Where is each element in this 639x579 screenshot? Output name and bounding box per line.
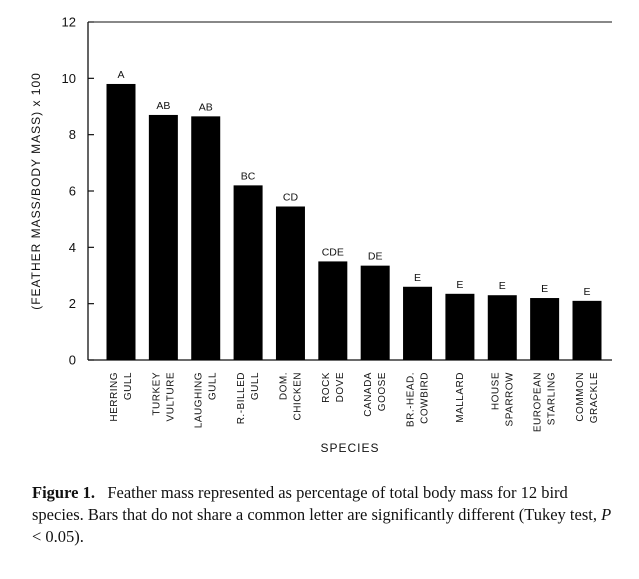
x-category-label: MALLARD bbox=[455, 372, 466, 423]
significance-letter: E bbox=[541, 283, 548, 295]
x-category-label: DOVE bbox=[335, 372, 346, 402]
y-tick-label: 4 bbox=[69, 240, 76, 255]
significance-letter: DE bbox=[368, 251, 383, 263]
x-category-label: GOOSE bbox=[377, 372, 388, 411]
bar bbox=[191, 116, 221, 360]
y-tick-label: 0 bbox=[69, 353, 76, 368]
y-tick-label: 12 bbox=[62, 15, 76, 30]
x-category-label: COMMON bbox=[575, 372, 586, 422]
y-axis-ticks: 0 2 4 6 8 10 12 bbox=[62, 15, 94, 368]
figure-caption: Figure 1. Feather mass represented as pe… bbox=[32, 482, 622, 548]
significance-letter: A bbox=[117, 69, 124, 81]
x-category-label: GULL bbox=[123, 372, 134, 400]
x-category-label: BR.-HEAD. bbox=[406, 372, 417, 427]
y-tick-label: 8 bbox=[69, 127, 76, 142]
bar bbox=[106, 83, 136, 360]
bar bbox=[148, 114, 178, 360]
x-category-label: R.-BILLED bbox=[236, 372, 247, 424]
bar bbox=[572, 300, 602, 360]
x-category-label: ROCK bbox=[321, 372, 332, 403]
significance-letter: E bbox=[499, 280, 506, 292]
bar-chart: 0 2 4 6 8 10 12 A AB AB BC CD CDE DE E E E E E HERRING GUL… bbox=[29, 15, 612, 455]
significance-letter: AB bbox=[156, 100, 170, 112]
chart-bars bbox=[106, 83, 602, 360]
p-symbol: P bbox=[601, 505, 612, 524]
bar bbox=[403, 286, 433, 360]
significance-letter: AB bbox=[199, 101, 213, 113]
x-axis-title: SPECIES bbox=[320, 441, 379, 455]
x-category-label: SPARROW bbox=[504, 372, 515, 426]
significance-letter: BC bbox=[241, 170, 256, 182]
figure-label: Figure 1. bbox=[32, 483, 95, 502]
x-category-label: COWBIRD bbox=[420, 372, 431, 424]
y-tick-label: 10 bbox=[62, 71, 76, 86]
x-category-label: DOM. bbox=[278, 372, 289, 400]
x-category-label: CANADA bbox=[363, 372, 374, 417]
y-tick-label: 2 bbox=[69, 296, 76, 311]
y-tick-label: 6 bbox=[69, 184, 76, 199]
bar bbox=[275, 206, 305, 360]
x-category-label: GRACKLE bbox=[589, 372, 600, 423]
x-category-label: VULTURE bbox=[165, 372, 176, 421]
significance-letter: E bbox=[456, 279, 463, 291]
significance-letter: E bbox=[583, 286, 590, 298]
x-category-label: GULL bbox=[208, 372, 219, 400]
x-category-label: EUROPEAN bbox=[533, 372, 544, 432]
bar bbox=[233, 185, 263, 360]
bar bbox=[530, 298, 560, 360]
bar bbox=[445, 293, 475, 360]
x-category-label: GULL bbox=[250, 372, 261, 400]
significance-letter: CDE bbox=[322, 246, 344, 258]
x-category-label: HOUSE bbox=[490, 372, 501, 410]
bar bbox=[318, 261, 348, 360]
x-category-label: TURKEY bbox=[151, 372, 162, 416]
x-category-label: LAUGHING bbox=[194, 372, 205, 428]
significance-letter: E bbox=[414, 272, 421, 284]
caption-text: Feather mass represented as percentage o… bbox=[32, 483, 602, 524]
significance-letter: CD bbox=[283, 191, 299, 203]
bar bbox=[487, 295, 517, 360]
bar bbox=[360, 265, 390, 360]
significance-letters: A AB AB BC CD CDE DE E E E E E bbox=[117, 69, 590, 298]
caption-text-end: < 0.05). bbox=[32, 527, 84, 546]
category-labels: HERRING GULL TURKEY VULTURE LAUGHING GULL R.-B… bbox=[109, 372, 600, 432]
x-category-label: STARLING bbox=[547, 372, 558, 425]
x-category-label: CHICKEN bbox=[292, 372, 303, 421]
x-category-label: HERRING bbox=[109, 372, 120, 422]
y-axis-title: (FEATHER MASS/BODY MASS) x 100 bbox=[29, 72, 43, 310]
